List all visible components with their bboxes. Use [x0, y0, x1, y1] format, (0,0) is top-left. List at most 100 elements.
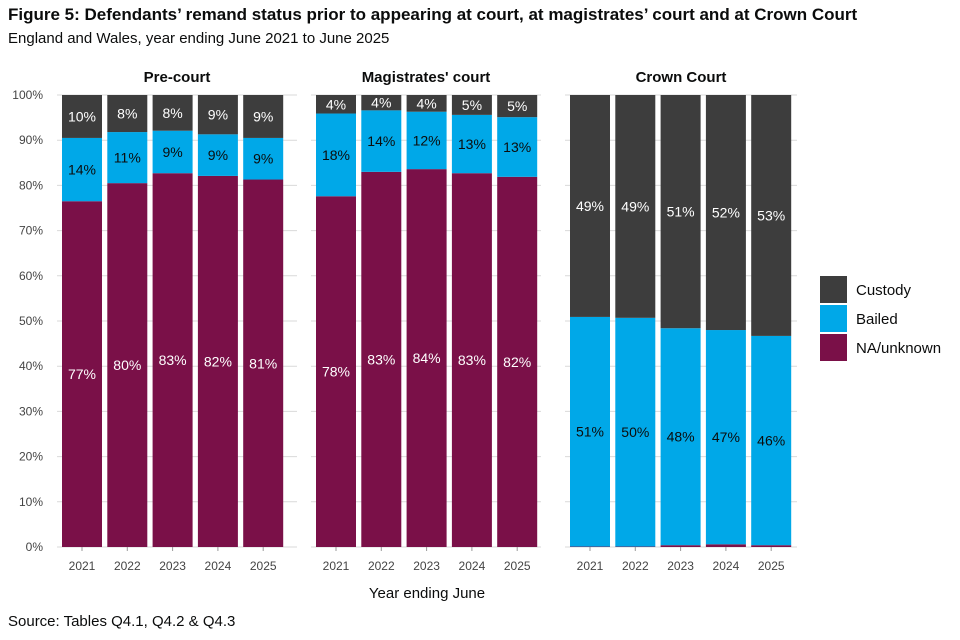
x-axis-title: Year ending June	[369, 585, 485, 602]
bars-layer	[62, 95, 792, 548]
bar-segment	[660, 95, 701, 329]
x-tick-label: 2023	[413, 559, 440, 573]
bar-segment	[243, 95, 284, 138]
bar-segment	[197, 175, 238, 547]
x-tick-label: 2021	[323, 559, 350, 573]
bar-segment	[62, 201, 102, 547]
data-label: 9%	[253, 108, 273, 124]
bar-segment	[705, 330, 746, 545]
bar-segment	[705, 544, 746, 547]
chart-subtitle: England and Wales, year ending June 2021…	[8, 30, 390, 47]
data-label: 9%	[162, 144, 182, 160]
data-label: 18%	[322, 147, 350, 163]
bar-segment	[62, 137, 102, 202]
data-label: 53%	[757, 207, 785, 223]
bar-segment	[751, 335, 792, 546]
data-label: 8%	[162, 105, 182, 121]
x-tick-label: 2024	[459, 559, 486, 573]
bar-segment	[497, 95, 538, 118]
data-label: 49%	[576, 198, 604, 214]
bar-segment	[406, 95, 447, 112]
data-label: 4%	[326, 96, 346, 112]
data-label: 9%	[208, 107, 228, 123]
bar-segment	[197, 134, 238, 176]
data-label: 9%	[208, 147, 228, 163]
legend-layer: Custody Bailed NA/unknown	[820, 276, 941, 361]
x-tick-label: 2021	[69, 559, 96, 573]
bar-segment	[243, 137, 284, 180]
x-tick-label: 2023	[159, 559, 186, 573]
data-label: 83%	[458, 352, 486, 368]
panel-title: Pre-court	[144, 69, 211, 86]
data-label: 4%	[416, 95, 436, 111]
data-label: 81%	[249, 355, 277, 371]
data-label: 51%	[576, 424, 604, 440]
bar-segment	[497, 176, 538, 547]
y-tick-label: 80%	[19, 178, 43, 192]
bar-segment	[497, 117, 538, 177]
bar-segment	[451, 173, 492, 548]
data-label: 51%	[667, 204, 695, 220]
chart-title: Figure 5: Defendants’ remand status prio…	[8, 5, 858, 24]
bar-segment	[243, 179, 284, 548]
panel-title: Crown Court	[636, 69, 727, 86]
bar-segment	[705, 95, 746, 331]
data-label: 10%	[68, 108, 96, 124]
y-tick-label: 30%	[19, 404, 43, 418]
bar-segment	[361, 171, 402, 547]
data-label: 12%	[413, 132, 441, 148]
y-tick-label: 10%	[19, 495, 43, 509]
data-label: 84%	[413, 350, 441, 366]
data-label: 11%	[114, 150, 141, 166]
bar-segment	[152, 130, 193, 174]
bar-segment	[197, 95, 238, 135]
bar-segment	[615, 317, 656, 547]
bar-segment	[316, 196, 356, 548]
axis-layer: 0% 10% 20% 30% 40% 50% 60% 70% 80% 90% 100% Pre-cou…	[12, 69, 785, 573]
y-tick-label: 40%	[19, 359, 43, 373]
bar-segment	[615, 95, 656, 318]
bar-segment	[361, 110, 402, 172]
data-label: 48%	[667, 429, 695, 445]
bar-segment	[152, 95, 193, 131]
data-label: 49%	[621, 198, 649, 214]
legend-swatch	[820, 276, 847, 303]
data-label: 46%	[757, 433, 785, 449]
y-tick-label: 50%	[19, 314, 43, 328]
bar-segment	[660, 328, 701, 546]
legend-swatch	[820, 305, 847, 332]
data-label: 80%	[113, 357, 141, 373]
bar-segment	[107, 183, 148, 547]
legend-label: Bailed	[856, 311, 898, 328]
data-label: 77%	[68, 366, 96, 382]
bar-segment	[451, 114, 492, 174]
x-tick-label: 2025	[250, 559, 277, 573]
data-label: 5%	[462, 97, 482, 113]
bar-segment	[751, 95, 792, 336]
bar-segment	[152, 173, 193, 548]
data-label: 47%	[712, 429, 740, 445]
data-label: 83%	[159, 352, 187, 368]
x-tick-label: 2024	[205, 559, 232, 573]
bar-segment	[107, 132, 148, 184]
data-label: 9%	[253, 151, 273, 167]
x-tick-label: 2022	[368, 559, 395, 573]
x-tick-label: 2024	[713, 559, 740, 573]
y-tick-label: 0%	[26, 540, 44, 554]
y-tick-label: 70%	[19, 224, 43, 238]
y-tick-label: 60%	[19, 269, 43, 283]
data-label: 82%	[204, 353, 232, 369]
panel-title: Magistrates' court	[362, 69, 491, 86]
legend-label: NA/unknown	[856, 340, 941, 357]
y-tick-label: 100%	[12, 88, 43, 102]
data-label: 52%	[712, 205, 740, 221]
x-tick-label: 2025	[504, 559, 531, 573]
data-label: 13%	[503, 139, 531, 155]
x-tick-label: 2022	[114, 559, 141, 573]
data-label: 14%	[68, 162, 96, 178]
source-note: Source: Tables Q4.1, Q4.2 & Q4.3	[8, 613, 236, 630]
bar-segment	[406, 169, 447, 548]
data-label: 78%	[322, 364, 350, 380]
x-tick-label: 2021	[577, 559, 604, 573]
x-tick-label: 2022	[622, 559, 649, 573]
